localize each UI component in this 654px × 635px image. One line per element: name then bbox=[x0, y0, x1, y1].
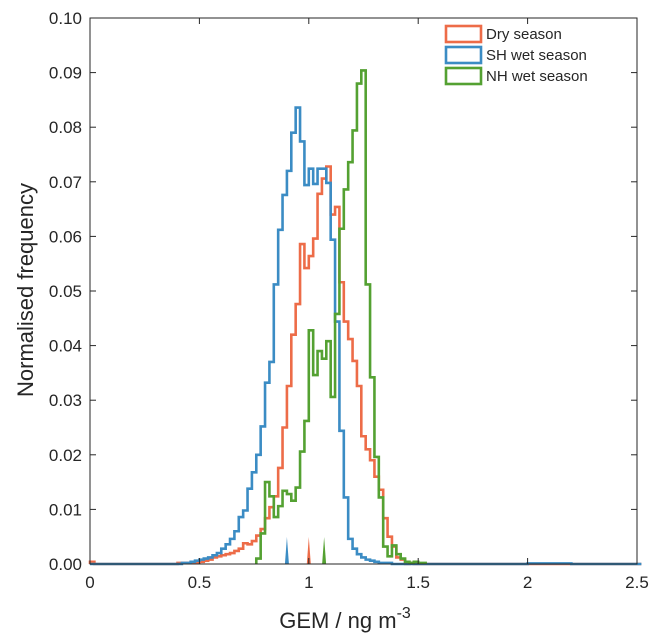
median-marker-2 bbox=[284, 537, 289, 564]
legend: Dry season SH wet season NH wet season bbox=[444, 24, 588, 86]
series-layer bbox=[88, 69, 642, 566]
y-tick-label: 0.01 bbox=[49, 500, 82, 519]
legend-label-3: NH wet season bbox=[486, 68, 588, 85]
series-line-2 bbox=[90, 106, 642, 566]
y-tick-label: 0.07 bbox=[49, 173, 82, 192]
legend-label-1: Dry season bbox=[486, 26, 562, 43]
legend-swatch-1 bbox=[444, 24, 483, 44]
x-axis-label-main: GEM / ng m bbox=[279, 608, 396, 633]
y-tick-label: 0.10 bbox=[49, 9, 82, 28]
median-markers bbox=[284, 537, 327, 564]
y-tick-label: 0.03 bbox=[49, 391, 82, 410]
x-axis-label: GEM / ng m-3 bbox=[279, 605, 411, 633]
x-axis-label-exponent: -3 bbox=[397, 605, 411, 622]
series-line-3 bbox=[254, 69, 427, 565]
y-tick-label: 0.00 bbox=[49, 555, 82, 574]
x-tick-label: 0.5 bbox=[188, 573, 212, 592]
median-marker-1 bbox=[306, 537, 311, 564]
axis-titles: Normalised frequency GEM / ng m-3 bbox=[13, 183, 411, 633]
median-marker-3 bbox=[322, 537, 327, 564]
legend-swatch-3 bbox=[444, 66, 483, 86]
y-tick-label: 0.06 bbox=[49, 227, 82, 246]
y-tick-label: 0.05 bbox=[49, 282, 82, 301]
legend-label-2: SH wet season bbox=[486, 47, 587, 64]
plot-area bbox=[90, 18, 637, 564]
series-line-1 bbox=[88, 165, 642, 566]
plot-background bbox=[90, 18, 637, 564]
y-tick-label: 0.09 bbox=[49, 64, 82, 83]
x-tick-label: 1.5 bbox=[406, 573, 430, 592]
x-tick-label: 0 bbox=[85, 573, 94, 592]
y-axis-label: Normalised frequency bbox=[13, 183, 38, 397]
y-tick-label: 0.02 bbox=[49, 446, 82, 465]
y-tick-label: 0.04 bbox=[49, 337, 82, 356]
legend-swatch-2 bbox=[444, 45, 483, 65]
axes: 0 0.5 1 1.5 2 2.5 0.00 0.01 0.02 0.03 0.04 0.05 0.06… bbox=[49, 9, 649, 592]
y-tick-label: 0.08 bbox=[49, 118, 82, 137]
x-tick-label: 1 bbox=[304, 573, 313, 592]
x-tick-label: 2.5 bbox=[625, 573, 649, 592]
x-tick-label: 2 bbox=[523, 573, 532, 592]
